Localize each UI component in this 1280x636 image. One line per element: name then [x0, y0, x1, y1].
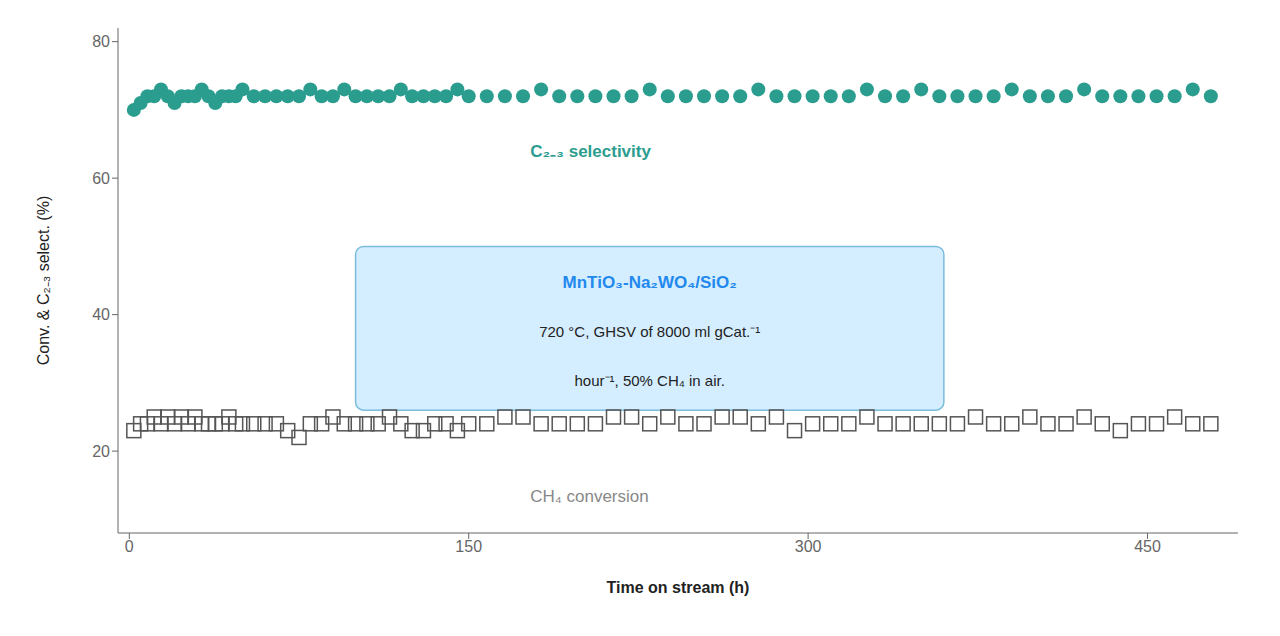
svg-text:150: 150 — [455, 538, 482, 555]
svg-text:720 °C, GHSV of 8000 ml gCat.⁻: 720 °C, GHSV of 8000 ml gCat.⁻¹ — [539, 323, 760, 340]
svg-text:MnTiO₃-Na₂WO₄/SiO₂: MnTiO₃-Na₂WO₄/SiO₂ — [563, 273, 737, 292]
svg-text:450: 450 — [1134, 538, 1161, 555]
svg-text:Conv. & C₂₋₃ select. (%): Conv. & C₂₋₃ select. (%) — [35, 196, 52, 365]
svg-text:hour⁻¹, 50% CH₄ in air.: hour⁻¹, 50% CH₄ in air. — [575, 372, 725, 389]
svg-text:80: 80 — [92, 33, 110, 50]
svg-text:CH₄ conversion: CH₄ conversion — [530, 487, 648, 506]
svg-text:300: 300 — [795, 538, 822, 555]
svg-text:40: 40 — [92, 306, 110, 323]
svg-text:20: 20 — [92, 443, 110, 460]
svg-text:Time on stream (h): Time on stream (h) — [607, 579, 750, 596]
svg-text:0: 0 — [125, 538, 134, 555]
svg-text:60: 60 — [92, 170, 110, 187]
svg-text:C₂₋₃ selectivity: C₂₋₃ selectivity — [530, 142, 651, 161]
